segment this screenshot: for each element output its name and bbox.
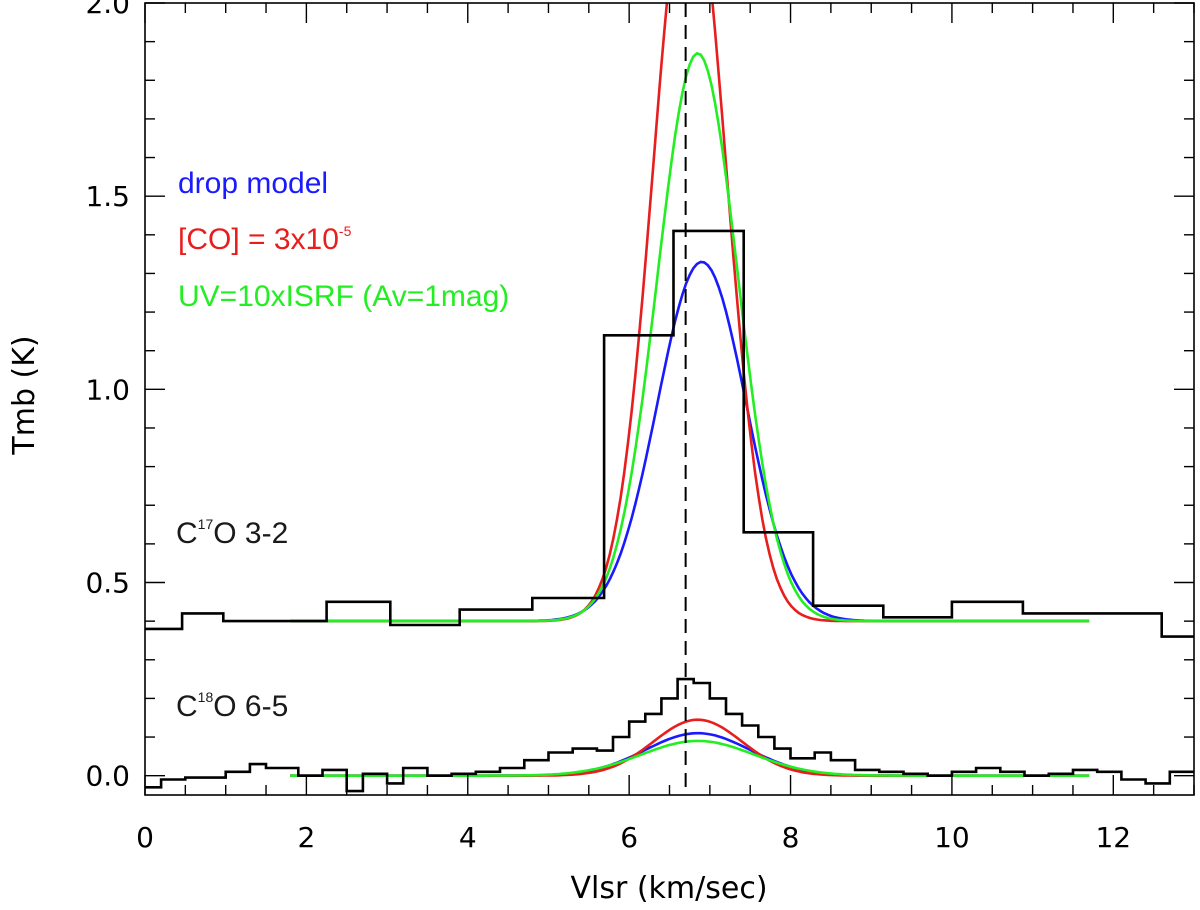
x-axis-label: Vlsr (km/sec) xyxy=(570,871,767,906)
model-curve-3 xyxy=(290,731,1090,777)
legend-drop-model: drop model xyxy=(178,167,328,200)
legend-co-sup: -5 xyxy=(339,223,352,239)
tick-marks xyxy=(144,2,1195,795)
x-tick-label: 6 xyxy=(620,821,638,854)
x-tick-label: 4 xyxy=(459,821,477,854)
model-curves xyxy=(290,3,1090,777)
label-c17o-3-2: C17O 3-2 xyxy=(176,516,288,550)
legend-co-main: [CO] = 3x10 xyxy=(178,223,339,256)
plot-border xyxy=(144,2,1195,796)
y-tick-label: 1.0 xyxy=(85,373,130,406)
model-curve-0 xyxy=(290,260,1090,623)
y-tick-label: 0.0 xyxy=(85,760,130,793)
y-axis-label: Tmb (K) xyxy=(7,335,42,455)
y-tick-label: 1.5 xyxy=(85,180,130,213)
tick-labels: 0 2 4 6 8 10 12 0.0 0.5 1.0 1.5 2.0 xyxy=(85,0,1131,854)
observed-spectrum-0 xyxy=(145,229,1194,638)
model-curve-2 xyxy=(290,51,1090,623)
x-tick-label: 0 xyxy=(136,821,154,854)
legend-co-abundance: [CO] = 3x10-5 xyxy=(178,223,352,256)
legend-uv-field: UV=10xISRF (Av=1mag) xyxy=(178,280,509,313)
x-tick-label: 10 xyxy=(934,821,970,854)
observed-spectra xyxy=(145,229,1194,793)
label-c18o-6-5: C18O 6-5 xyxy=(176,689,288,723)
y-tick-label: 0.5 xyxy=(85,567,130,600)
x-tick-label: 12 xyxy=(1095,821,1131,854)
x-tick-label: 2 xyxy=(297,821,315,854)
y-tick-label: 2.0 xyxy=(85,0,130,20)
observed-spectrum-1 xyxy=(145,677,1194,793)
model-curve-5 xyxy=(290,739,1090,777)
x-tick-label: 8 xyxy=(782,821,800,854)
plot-frame xyxy=(144,2,1195,796)
